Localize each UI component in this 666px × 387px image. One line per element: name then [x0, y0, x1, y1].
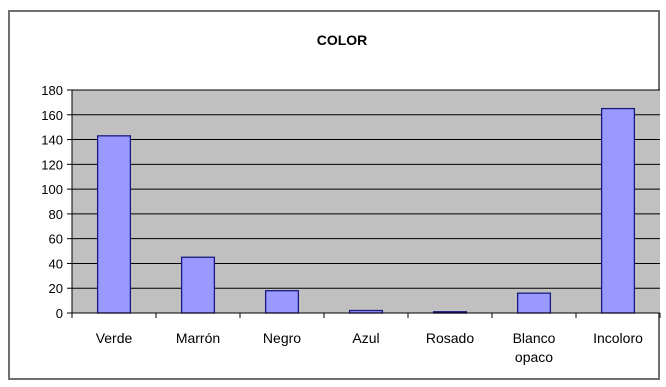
y-tick-label: 180 [41, 83, 63, 98]
bar [96, 135, 132, 314]
x-tick-label: Blanco [513, 330, 556, 346]
x-tick-label: Verde [96, 330, 133, 346]
plot-background [72, 90, 660, 313]
bar [516, 292, 552, 314]
y-tick-label: 80 [49, 207, 63, 222]
bar [264, 290, 300, 314]
y-tick-label: 100 [41, 182, 63, 197]
x-tick-label: Incoloro [593, 330, 643, 346]
x-tick-label: opaco [515, 349, 553, 365]
chart-title: COLOR [317, 32, 368, 48]
y-tick-label: 60 [49, 232, 63, 247]
plot-area: 0 20 40 60 80 100 120 140 160 180 Verde Marrón Negro… [41, 83, 661, 365]
y-tick-label: 20 [49, 281, 63, 296]
x-tick-label: Azul [352, 330, 379, 346]
x-tick-label: Marrón [176, 330, 220, 346]
bar [600, 107, 636, 314]
y-tick-label: 120 [41, 157, 63, 172]
y-tick-label: 160 [41, 108, 63, 123]
x-tick-label: Rosado [426, 330, 474, 346]
bar [180, 256, 216, 314]
y-tick-label: 40 [49, 256, 63, 271]
y-tick-label: 0 [56, 306, 63, 321]
y-tick-label: 140 [41, 133, 63, 148]
x-tick-label: Negro [263, 330, 301, 346]
